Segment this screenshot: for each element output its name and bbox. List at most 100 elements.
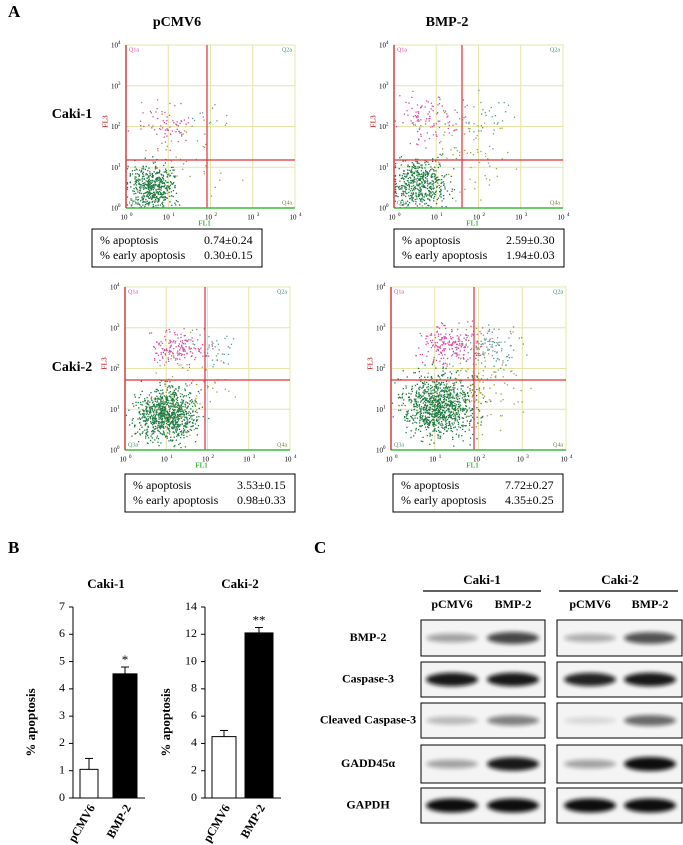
event-dot: [157, 184, 159, 186]
event-dot: [405, 393, 407, 395]
event-dot: [442, 394, 444, 396]
event-dot: [159, 359, 161, 362]
event-dot: [420, 164, 422, 166]
event-dot: [178, 130, 180, 132]
event-dot: [133, 190, 135, 193]
event-dot: [145, 419, 147, 421]
event-dot: [180, 395, 182, 398]
event-dot: [471, 400, 473, 402]
event-dot: [181, 408, 183, 410]
event-dot: [437, 383, 439, 386]
event-dot: [152, 421, 154, 423]
event-dot: [147, 431, 149, 433]
event-dot: [441, 175, 443, 177]
event-dot: [486, 415, 489, 417]
event-dot: [430, 108, 432, 110]
event-dot: [425, 411, 427, 414]
event-dot: [194, 405, 197, 407]
event-dot: [149, 406, 151, 409]
event-dot: [440, 394, 442, 397]
event-dot: [152, 175, 154, 177]
event-dot: [160, 426, 163, 428]
event-dot: [154, 417, 156, 419]
y-tick-exp: 3: [383, 324, 386, 329]
event-dot: [191, 415, 193, 417]
event-dot: [462, 119, 464, 121]
event-dot: [165, 197, 167, 199]
event-dot: [449, 399, 451, 402]
event-dot: [431, 168, 433, 170]
event-dot: [455, 409, 457, 411]
event-dot: [459, 406, 461, 408]
event-dot: [146, 431, 148, 434]
event-dot: [169, 331, 171, 333]
event-dot: [157, 201, 159, 203]
event-dot: [483, 387, 485, 389]
event-dot: [438, 401, 441, 404]
event-dot: [496, 123, 498, 125]
event-dot: [475, 352, 477, 354]
event-dot: [435, 414, 437, 416]
event-dot: [184, 357, 186, 359]
event-dot: [431, 105, 433, 107]
event-dot: [466, 336, 468, 339]
event-dot: [162, 196, 164, 198]
blot-band: [487, 757, 539, 771]
event-dot: [455, 397, 458, 399]
event-dot: [158, 176, 160, 178]
event-dot: [214, 382, 216, 384]
event-dot: [439, 347, 442, 349]
event-dot: [460, 409, 462, 412]
event-dot: [502, 362, 504, 364]
event-dot: [153, 403, 155, 406]
event-dot: [435, 180, 437, 182]
event-dot: [457, 409, 459, 412]
event-dot: [458, 416, 460, 419]
event-dot: [438, 395, 440, 397]
event-dot: [223, 353, 225, 356]
event-dot: [509, 345, 512, 347]
event-dot: [439, 397, 442, 399]
event-dot: [417, 177, 419, 179]
event-dot: [147, 188, 149, 190]
event-dot: [462, 394, 464, 396]
event-dot: [180, 354, 183, 356]
event-dot: [429, 403, 431, 406]
event-dot: [182, 343, 185, 345]
event-dot: [182, 399, 185, 402]
event-dot: [175, 406, 178, 408]
event-dot: [156, 191, 158, 193]
event-dot: [428, 120, 430, 122]
event-dot: [452, 394, 454, 396]
event-dot: [459, 392, 461, 394]
event-dot: [447, 394, 449, 396]
event-dot: [435, 400, 437, 403]
event-dot: [131, 199, 133, 201]
event-dot: [196, 409, 198, 411]
event-dot: [432, 180, 434, 182]
event-dot: [169, 174, 172, 177]
event-dot: [167, 405, 170, 407]
event-dot: [427, 410, 429, 412]
event-dot: [405, 184, 407, 186]
event-dot: [442, 381, 445, 384]
event-dot: [226, 114, 228, 117]
event-dot: [491, 354, 494, 357]
event-dot: [153, 413, 155, 415]
event-dot: [438, 382, 440, 384]
event-dot: [170, 393, 172, 395]
event-dot: [427, 419, 429, 421]
event-dot: [142, 187, 144, 189]
event-dot: [148, 202, 150, 204]
event-dot: [454, 342, 456, 344]
event-dot: [447, 397, 450, 400]
event-dot: [152, 179, 154, 182]
event-dot: [172, 423, 174, 425]
event-dot: [455, 352, 457, 354]
event-dot: [142, 197, 145, 199]
event-dot: [162, 351, 164, 354]
event-dot: [174, 419, 177, 421]
event-dot: [463, 393, 465, 395]
event-dot: [475, 399, 477, 401]
event-dot: [177, 414, 180, 416]
